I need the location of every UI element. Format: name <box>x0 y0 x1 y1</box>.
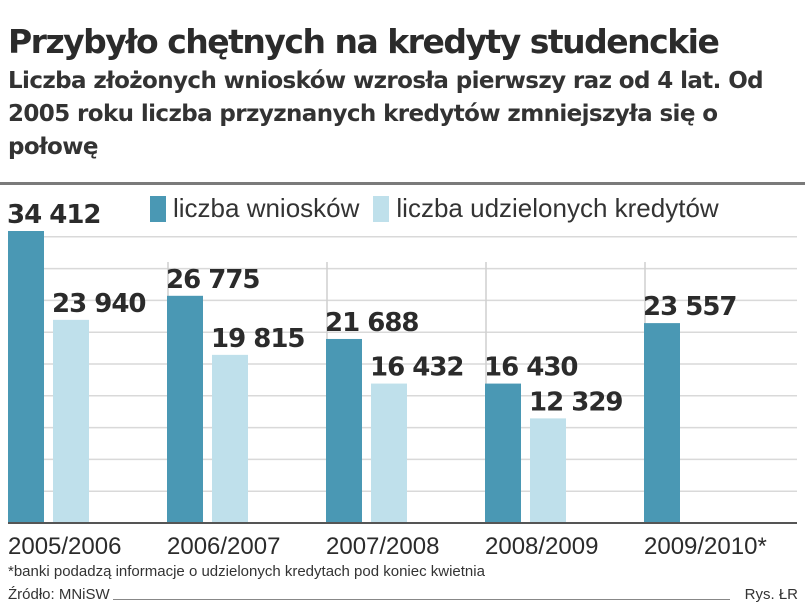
footnote: *banki podadzą informacje o udzielonych … <box>8 563 485 580</box>
legend-item-granted-loans: liczba udzielonych kredytów <box>373 193 719 224</box>
x-tick-label: 2005/2006 <box>8 533 121 560</box>
bar-applications <box>8 231 44 523</box>
x-tick-label: 2008/2009 <box>485 533 598 560</box>
data-label: 34 412 <box>7 200 101 230</box>
bar-chart: 34 412 23 940 2005/2006 26 775 19 815 2006/20… <box>7 200 797 560</box>
credit-text: Rys. ŁR <box>744 586 798 603</box>
chart-subtitle: Liczba złożonych wniosków wzrosła pierws… <box>8 68 764 160</box>
bar-granted-loans <box>371 383 407 523</box>
chart-title: Przybyło chętnych na kredyty studenckie <box>8 22 720 61</box>
data-label: 23 557 <box>643 292 737 322</box>
data-label: 21 688 <box>325 308 419 338</box>
x-tick-label: 2007/2008 <box>326 533 439 560</box>
legend-label-granted-loans: liczba udzielonych kredytów <box>396 193 719 223</box>
data-label: 26 775 <box>166 265 260 295</box>
legend-label-applications: liczba wniosków <box>173 193 360 223</box>
bar-applications <box>485 383 521 523</box>
header-rule <box>0 182 805 185</box>
source-line <box>113 599 730 600</box>
bar-applications <box>644 323 680 523</box>
source-row: Źródło: MNiSW Rys. ŁR <box>8 586 798 606</box>
bar-granted-loans <box>212 354 248 523</box>
bar-granted-loans <box>530 418 566 523</box>
x-tick-label: 2006/2007 <box>167 533 280 560</box>
bar-applications <box>326 338 362 523</box>
bar-granted-loans <box>53 319 89 523</box>
data-label: 16 432 <box>370 353 464 383</box>
legend-item-applications: liczba wniosków <box>150 193 359 224</box>
data-label: 12 329 <box>529 387 623 417</box>
legend-swatch-granted-loans <box>373 195 390 222</box>
x-tick-label: 2009/2010* <box>644 533 767 560</box>
data-label: 23 940 <box>52 289 146 319</box>
legend-swatch-applications <box>150 195 166 222</box>
data-label: 19 815 <box>211 324 305 354</box>
legend: liczba wniosków liczba udzielonych kredy… <box>150 193 719 224</box>
bar-applications <box>167 295 203 523</box>
source-text: Źródło: MNiSW <box>8 586 110 603</box>
data-label: 16 430 <box>484 353 578 383</box>
